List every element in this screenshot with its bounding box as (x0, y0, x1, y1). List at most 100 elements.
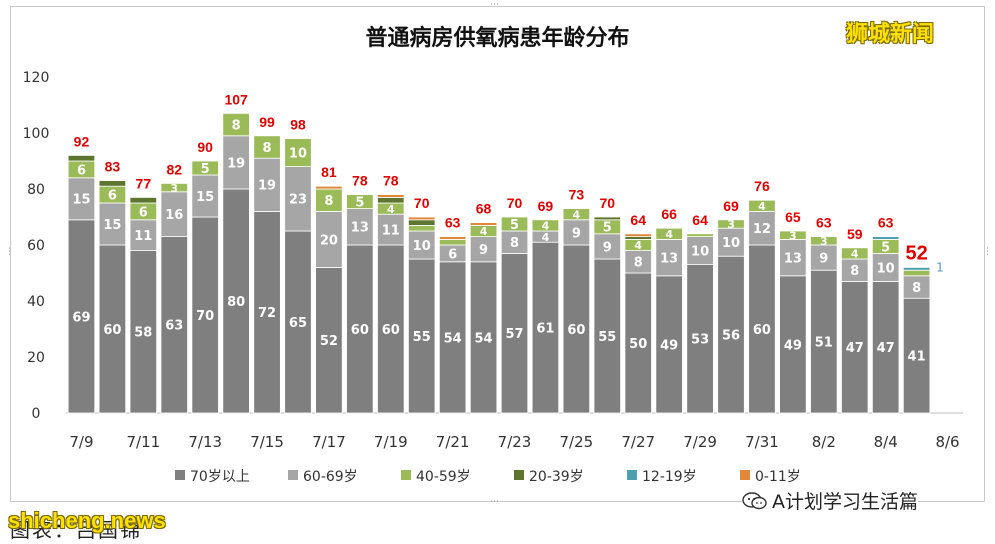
resize-handle-bottom[interactable]: ⋯ (490, 497, 499, 507)
total-label: 73 (569, 187, 585, 203)
x-tick-label: 7/25 (560, 433, 594, 451)
legend-label: 20-39岁 (529, 469, 584, 485)
bar-segment (562, 219, 591, 246)
total-label: 81 (321, 164, 337, 180)
bar-segment (346, 244, 374, 414)
resize-handle-top[interactable]: ⋯ (490, 0, 499, 10)
total-label: 90 (197, 139, 213, 155)
resize-handle-left[interactable]: ⋮ (5, 247, 14, 257)
legend-swatch (175, 470, 185, 480)
segment-label: 23 (289, 193, 307, 208)
side-label: 1 (936, 260, 944, 274)
segment-label: 53 (691, 333, 709, 348)
segment-label: 3 (789, 229, 797, 242)
legend-label: 70岁以上 (190, 469, 250, 485)
segment-label: 13 (351, 221, 369, 236)
y-tick-label: 40 (27, 294, 45, 310)
total-label: 69 (538, 198, 554, 214)
total-label: 63 (816, 215, 832, 231)
segment-label: 8 (634, 256, 643, 271)
total-label: 64 (630, 212, 646, 228)
segment-label: 55 (413, 330, 431, 345)
total-label: 66 (661, 206, 677, 222)
segment-label: 10 (413, 239, 431, 254)
segment-label: 6 (139, 205, 148, 220)
bar-segment (253, 157, 281, 212)
total-label: 92 (74, 133, 90, 149)
x-tick-label: 8/6 (935, 433, 959, 451)
bar-segment (871, 280, 900, 414)
segment-label: 4 (542, 231, 550, 244)
segment-label: 52 (320, 334, 338, 349)
bar-segment (902, 269, 931, 277)
segment-label: 4 (480, 225, 488, 238)
segment-label: 15 (196, 190, 214, 205)
bar-segment (160, 191, 188, 238)
bar-segment (191, 216, 219, 414)
bar-segment (377, 194, 405, 198)
total-label: 70 (507, 195, 523, 211)
segment-label: 10 (722, 236, 740, 251)
chart-title: 普通病房供氧病患年龄分布 (365, 26, 630, 51)
total-label: 82 (166, 161, 182, 177)
bar-segment (748, 210, 776, 246)
segment-label: 72 (258, 306, 276, 321)
bar-segment (841, 280, 869, 414)
segment-label: 9 (819, 252, 828, 267)
bar-segment (686, 233, 714, 238)
segment-label: 60 (382, 323, 400, 338)
x-tick-label: 7/31 (745, 433, 779, 451)
segment-label: 70 (196, 309, 214, 324)
segment-label: 12 (753, 222, 771, 237)
bar-segment (408, 219, 436, 226)
segment-label: 4 (542, 220, 550, 233)
total-label: 63 (878, 215, 894, 231)
y-tick-label: 120 (23, 70, 50, 86)
bar-segment (655, 275, 683, 414)
bar-segment (377, 244, 405, 414)
bar-segment (160, 182, 188, 193)
bar-segment (748, 244, 776, 414)
resize-handle-right[interactable]: ⋮ (983, 247, 992, 257)
segment-label: 55 (598, 330, 616, 345)
segment-label: 8 (912, 281, 921, 296)
bar-segment (67, 154, 96, 162)
total-label: 107 (224, 91, 248, 107)
segment-label: 4 (851, 248, 859, 261)
x-tick-label: 7/17 (312, 433, 346, 451)
bar-segment (253, 135, 281, 159)
segment-label: 3 (170, 182, 178, 195)
segment-label: 11 (382, 224, 400, 239)
segment-label: 10 (289, 147, 307, 162)
segment-label: 47 (877, 341, 895, 356)
bar-segment (593, 216, 621, 221)
segment-label: 65 (289, 316, 307, 331)
legend-label: 12-19岁 (642, 469, 697, 485)
x-tick-label: 7/9 (69, 433, 93, 451)
bar-segment (191, 174, 219, 218)
bar-segment (284, 138, 312, 168)
bar-segment (500, 216, 529, 232)
segment-label: 4 (387, 203, 395, 216)
total-label: 98 (290, 117, 306, 133)
bar-segment (315, 266, 343, 414)
segment-label: 58 (134, 326, 152, 341)
bar-segment (531, 219, 560, 232)
wechat-credit: A计划学习生活篇 (742, 487, 918, 514)
bar-segment (346, 208, 374, 246)
bar-segment (129, 250, 158, 414)
bar-segment (438, 236, 467, 240)
bar-segment (284, 166, 312, 232)
segment-label: 13 (660, 252, 678, 267)
total-label: 78 (383, 173, 399, 189)
segment-label: 10 (691, 245, 709, 260)
bar-segment (500, 252, 529, 414)
bar-segment (408, 224, 436, 232)
segment-label: 60 (351, 323, 369, 338)
bar-segment (469, 236, 498, 263)
segment-label: 5 (881, 240, 890, 255)
y-tick-label: 80 (27, 182, 45, 198)
bar-segment (624, 233, 652, 238)
bar-segment (408, 216, 436, 221)
x-tick-label: 7/27 (621, 433, 655, 451)
